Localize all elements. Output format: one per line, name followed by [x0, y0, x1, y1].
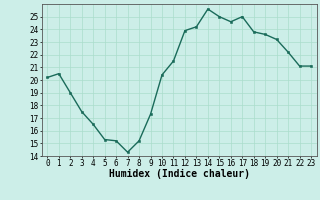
X-axis label: Humidex (Indice chaleur): Humidex (Indice chaleur) — [109, 169, 250, 179]
